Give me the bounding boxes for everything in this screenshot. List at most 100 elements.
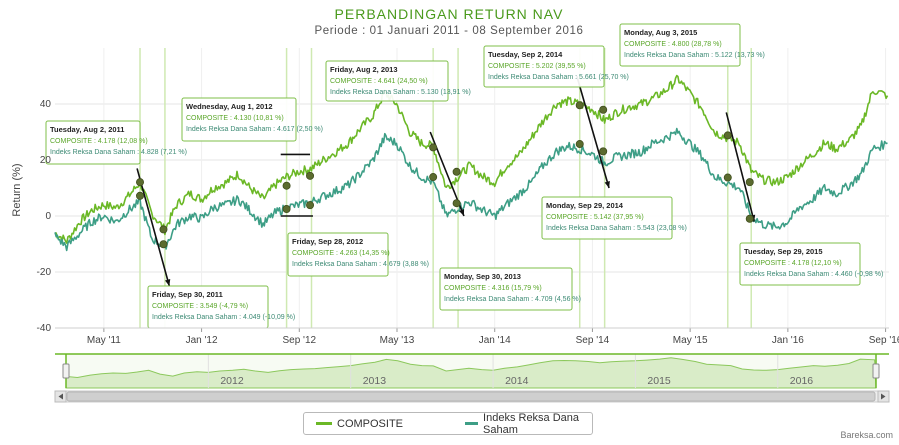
event-marker (723, 131, 732, 140)
tooltip-box: Monday, Aug 3, 2015 COMPOSITE : 4.800 (28… (619, 23, 765, 67)
chart-legend: COMPOSITE Indeks Reksa Dana Saham (303, 412, 593, 436)
trend-arrow-line (725, 112, 755, 222)
tooltip-composite-value: COMPOSITE : 4.641 (24,50 %) (330, 78, 428, 85)
tooltip-composite-value: COMPOSITE : 4.130 (10,81 %) (186, 115, 284, 122)
tooltip-box: Monday, Sep 29, 2014 COMPOSITE : 5.142 (3… (541, 196, 687, 240)
legend-swatch-composite (316, 422, 332, 425)
tooltip-box: Tuesday, Sep 29, 2015 COMPOSITE : 4.178 (… (739, 242, 883, 286)
event-marker (136, 191, 145, 200)
tooltip-composite-value: COMPOSITE : 4.316 (15,79 %) (444, 285, 542, 292)
tooltip-date: Monday, Aug 3, 2015 (624, 28, 697, 37)
legend-item-index[interactable]: Indeks Reksa Dana Saham (465, 412, 592, 436)
chart-title: PERBANDINGAN RETURN NAV (335, 6, 564, 22)
legend-label-composite: COMPOSITE (337, 417, 404, 430)
trend-arrow-line (576, 75, 610, 189)
tooltip-index-value: Indeks Reksa Dana Saham : 5.661 (25,70 %… (488, 74, 629, 81)
y-tick-label: -20 (37, 267, 52, 278)
tooltip-index-value: Indeks Reksa Dana Saham : 5.130 (13,91 %… (330, 89, 471, 96)
event-marker (159, 240, 168, 249)
tooltip-index-value: Indeks Reksa Dana Saham : 5.543 (23,08 %… (546, 225, 687, 232)
tooltip-box: Friday, Aug 2, 2013 COMPOSITE : 4.641 (24… (325, 60, 471, 102)
trend-arrow-head-icon (459, 209, 465, 216)
tooltip-index-value: Indeks Reksa Dana Saham : 4.460 (-0,98 %… (744, 271, 883, 278)
tooltip-frame (439, 267, 573, 311)
tooltip-index-value: Indeks Reksa Dana Saham : 5.122 (13,73 %… (624, 52, 765, 59)
navigator-left-handle[interactable] (62, 363, 70, 379)
y-tick-label: 20 (40, 155, 52, 166)
event-marker (306, 201, 315, 210)
tooltip-composite-value: COMPOSITE : 4.178 (12,10 %) (744, 260, 842, 267)
scroll-left-arrow-icon (58, 393, 63, 400)
tooltip-index-value: Indeks Reksa Dana Saham : 4.709 (4,56 %) (444, 296, 581, 303)
legend-item-composite[interactable]: COMPOSITE (316, 418, 403, 430)
y-tick-label: 0 (45, 211, 51, 222)
scrollbar-thumb[interactable] (66, 391, 876, 402)
tooltip-frame (483, 45, 605, 88)
tooltip-composite-value: COMPOSITE : 4.263 (14,35 %) (292, 250, 390, 257)
x-tick-label: May '11 (87, 335, 121, 346)
event-marker (136, 178, 145, 187)
event-marker (745, 214, 754, 223)
tooltip-date: Friday, Sep 30, 2011 (152, 290, 223, 299)
tooltip-index-value: Indeks Reksa Dana Saham : 4.617 (2,50 %) (186, 126, 323, 133)
tooltip-frame (541, 196, 673, 240)
navigator-year-label: 2016 (790, 375, 814, 387)
event-marker (282, 204, 291, 213)
tooltip-composite-value: COMPOSITE : 4.800 (28,78 %) (624, 41, 722, 48)
credit-text: Bareksa.com (840, 430, 893, 440)
trend-arrow-line (136, 168, 171, 287)
tooltip-box: Wednesday, Aug 1, 2012 COMPOSITE : 4.130 … (181, 97, 323, 142)
event-marker (282, 181, 291, 190)
event-marker (599, 147, 608, 156)
tooltip-date: Monday, Sep 30, 2013 (444, 272, 521, 281)
tooltip-frame (325, 60, 449, 102)
tooltip-frame (619, 23, 741, 67)
tooltip-index-value: Indeks Reksa Dana Saham : 4.679 (3,88 %) (292, 261, 429, 268)
series-line-composite (54, 74, 889, 244)
navigator-year-label: 2013 (363, 375, 387, 387)
tooltip-date: Friday, Aug 2, 2013 (330, 65, 398, 74)
legend-label-index: Indeks Reksa Dana Saham (483, 411, 580, 436)
y-tick-label: 40 (40, 99, 52, 110)
tooltip-index-value: Indeks Reksa Dana Saham : 4.049 (-10,09 … (152, 314, 295, 321)
scroll-right-arrow-icon (881, 393, 886, 400)
navigator-right-handle[interactable] (872, 363, 880, 379)
event-marker (429, 143, 438, 152)
event-marker (723, 173, 732, 182)
tooltip-date: Friday, Sep 28, 2012 (292, 237, 363, 246)
navigator-series-area (65, 357, 877, 389)
tooltip-box: Monday, Sep 30, 2013 COMPOSITE : 4.316 (1… (439, 267, 581, 311)
tooltip-composite-value: COMPOSITE : 5.202 (39,55 %) (488, 63, 586, 70)
x-tick-label: Sep '12 (282, 335, 316, 346)
x-tick-label: Jan '12 (186, 335, 218, 346)
tooltip-composite-value: COMPOSITE : 3.549 (-4,79 %) (152, 303, 248, 310)
x-tick-label: Jan '14 (479, 335, 511, 346)
event-marker (575, 101, 584, 110)
navigator-year-label: 2015 (647, 375, 671, 387)
event-marker (159, 225, 168, 234)
trend-arrow-head-icon (164, 279, 171, 286)
tooltip-date: Monday, Sep 29, 2014 (546, 201, 624, 210)
y-tick-label: -40 (37, 323, 52, 334)
tooltip-frame (739, 242, 861, 286)
trend-arrow-head-icon (604, 181, 610, 188)
tooltip-date: Tuesday, Sep 2, 2014 (488, 50, 563, 59)
tooltip-box: Tuesday, Sep 2, 2014 COMPOSITE : 5.202 (3… (483, 45, 629, 88)
event-marker (745, 178, 754, 187)
tooltip-composite-value: COMPOSITE : 4.178 (12,08 %) (50, 138, 148, 145)
event-marker (429, 173, 438, 182)
tooltip-box: Friday, Sep 28, 2012 COMPOSITE : 4.263 (1… (287, 232, 429, 277)
x-tick-label: Sep '16 (869, 335, 899, 346)
event-marker (452, 199, 461, 208)
x-tick-label: Sep '14 (576, 335, 610, 346)
event-marker (452, 167, 461, 176)
legend-swatch-index (465, 422, 479, 425)
x-tick-label: Jan '16 (772, 335, 804, 346)
tooltip-frame (287, 232, 389, 277)
tooltip-box: Tuesday, Aug 2, 2011 COMPOSITE : 4.178 (1… (45, 120, 187, 165)
series-line-index (54, 127, 888, 252)
chart-subtitle: Periode : 01 Januari 2011 - 08 September… (314, 25, 583, 37)
tooltip-date: Tuesday, Aug 2, 2011 (50, 125, 124, 134)
tooltip-date: Wednesday, Aug 1, 2012 (186, 102, 273, 111)
